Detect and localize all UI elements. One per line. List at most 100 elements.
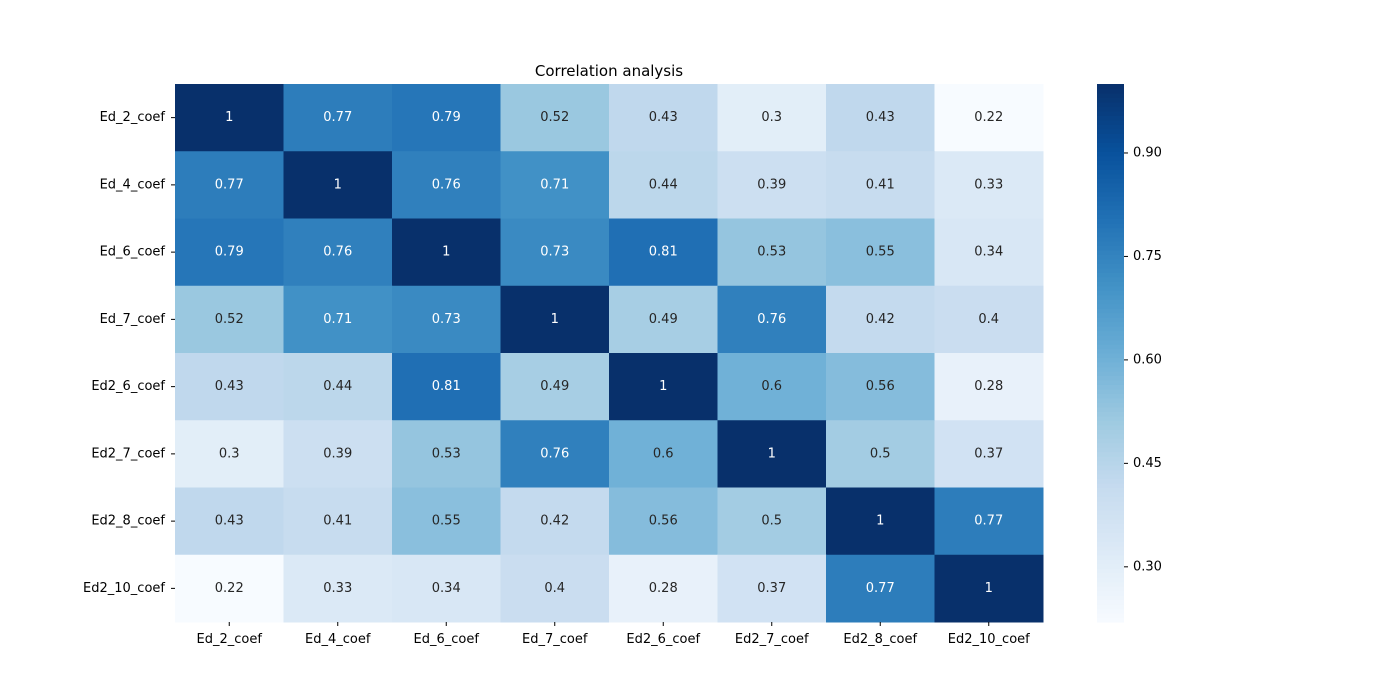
- colorbar-gradient-step: [1097, 361, 1124, 368]
- colorbar-gradient-step: [1097, 586, 1124, 592]
- heatmap-cell: [283, 353, 393, 421]
- colorbar-gradient-step: [1097, 577, 1124, 583]
- heatmap-cell: [826, 151, 935, 219]
- x-tick-label: Ed_7_coef: [522, 632, 588, 647]
- colorbar-gradient-step: [1097, 465, 1124, 471]
- cell-value-label: 0.43: [866, 110, 895, 125]
- colorbar-gradient-step: [1097, 276, 1124, 282]
- colorbar-gradient-step: [1097, 505, 1124, 511]
- colorbar-gradient-step: [1097, 231, 1124, 238]
- heatmap-cell: [934, 487, 1044, 556]
- heatmap-cell: [717, 151, 827, 219]
- colorbar-gradient-step: [1097, 370, 1124, 377]
- cell-value-label: 0.56: [866, 379, 895, 394]
- cell-value-label: 0.43: [215, 514, 244, 529]
- heatmap-cell: [392, 353, 501, 421]
- colorbar: 0.30 0.45 0.60 0.75 0.90: [1097, 84, 1162, 623]
- colorbar-gradient-step: [1097, 303, 1124, 309]
- heatmap-cell: [609, 151, 718, 219]
- colorbar-gradient-step: [1097, 169, 1124, 175]
- heatmap-cell: [934, 420, 1044, 488]
- colorbar-gradient-step: [1097, 379, 1124, 385]
- heatmap-cell: [175, 218, 284, 287]
- colorbar-gradient-step: [1097, 142, 1124, 148]
- x-tick-label: Ed2_7_coef: [735, 632, 809, 647]
- colorbar-gradient-step: [1097, 106, 1124, 112]
- colorbar-tick-label: 0.90: [1133, 145, 1162, 160]
- colorbar-gradient-step: [1097, 321, 1124, 327]
- heatmap-cell: [392, 487, 501, 556]
- cell-value-label: 0.76: [540, 446, 569, 461]
- heatmap-cell: [175, 554, 284, 623]
- colorbar-gradient-step: [1097, 205, 1124, 211]
- colorbar-gradient-step: [1097, 227, 1124, 233]
- colorbar-gradient-step: [1097, 420, 1124, 426]
- colorbar-gradient-step: [1097, 267, 1124, 273]
- colorbar-gradient-step: [1097, 281, 1124, 287]
- colorbar-gradient-step: [1097, 608, 1124, 614]
- colorbar-gradient-step: [1097, 155, 1124, 161]
- colorbar-gradient-step: [1097, 442, 1124, 448]
- colorbar-gradient-step: [1097, 411, 1124, 417]
- heatmap-cell: [283, 487, 393, 556]
- colorbar-gradient-step: [1097, 438, 1124, 444]
- cell-value-label: 0.71: [323, 312, 352, 327]
- y-tick-label: Ed_4_coef: [100, 177, 166, 192]
- heatmap-cell: [392, 420, 501, 488]
- x-tick-label: Ed_2_coef: [197, 632, 263, 647]
- colorbar-gradient-step: [1097, 460, 1124, 466]
- heatmap-cell: [500, 487, 610, 556]
- colorbar-gradient-step: [1097, 550, 1124, 556]
- colorbar-gradient-step: [1097, 119, 1124, 125]
- y-tick-label: Ed2_7_coef: [91, 446, 165, 461]
- x-tick-label: Ed2_10_coef: [948, 632, 1030, 647]
- cell-value-label: 0.52: [540, 110, 569, 125]
- x-tick-label: Ed2_8_coef: [843, 632, 917, 647]
- colorbar-gradient-step: [1097, 335, 1124, 341]
- cell-value-label: 0.42: [866, 312, 895, 327]
- colorbar-gradient-step: [1097, 249, 1124, 255]
- heatmap-cell: [826, 353, 935, 421]
- colorbar-gradient-step: [1097, 187, 1124, 193]
- colorbar-tick-label: 0.75: [1133, 249, 1162, 264]
- cell-value-label: 1: [225, 110, 233, 125]
- heatmap-cell: [826, 554, 935, 623]
- cell-value-label: 0.52: [215, 312, 244, 327]
- colorbar-gradient-step: [1097, 541, 1124, 547]
- colorbar-gradient-step: [1097, 406, 1124, 412]
- heatmap-cell: [392, 554, 501, 623]
- cell-value-label: 0.76: [432, 177, 461, 192]
- heatmap-cell: [826, 420, 935, 488]
- colorbar-gradient-step: [1097, 397, 1124, 403]
- heatmap-cell: [500, 420, 610, 488]
- heatmap-cell: [392, 84, 501, 152]
- heatmap-cell: [175, 487, 284, 556]
- colorbar-gradient-step: [1097, 357, 1124, 363]
- cell-value-label: 0.3: [761, 110, 782, 125]
- colorbar-gradient-step: [1097, 84, 1124, 90]
- colorbar-gradient-step: [1097, 559, 1124, 565]
- cell-value-label: 0.49: [540, 379, 569, 394]
- colorbar-gradient-step: [1097, 272, 1124, 278]
- heatmap-cell: [717, 84, 827, 152]
- colorbar-gradient-step: [1097, 500, 1124, 507]
- colorbar-gradient-step: [1097, 263, 1124, 269]
- heatmap-cell: [717, 285, 827, 354]
- colorbar-gradient-step: [1097, 339, 1124, 345]
- heatmap-cell: [934, 151, 1044, 219]
- colorbar-gradient-step: [1097, 348, 1124, 354]
- cell-value-label: 0.41: [866, 177, 895, 192]
- colorbar-gradient-step: [1097, 344, 1124, 350]
- colorbar-gradient-step: [1097, 245, 1124, 251]
- colorbar-gradient-step: [1097, 200, 1124, 206]
- colorbar-gradient-step: [1097, 115, 1124, 121]
- heatmap-cell: [392, 285, 501, 354]
- heatmap-cell: [283, 285, 393, 354]
- colorbar-gradient-step: [1097, 312, 1124, 318]
- colorbar-gradient-step: [1097, 568, 1124, 574]
- cell-value-label: 0.3: [219, 446, 240, 461]
- cell-value-label: 0.55: [432, 514, 461, 529]
- cell-value-label: 0.77: [974, 514, 1003, 529]
- heatmap-cell: [609, 420, 718, 488]
